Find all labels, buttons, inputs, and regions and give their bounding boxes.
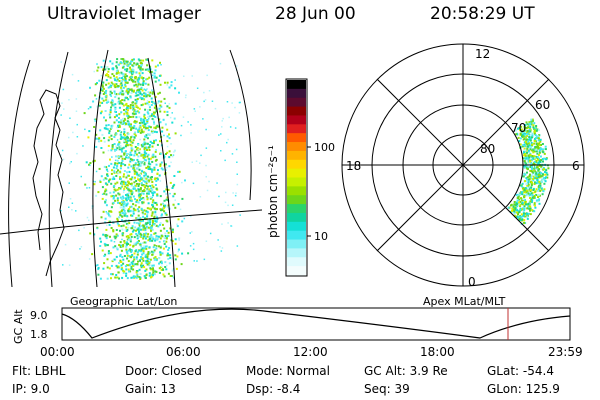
filter-info: Flt: LBHL — [12, 364, 66, 378]
colorbar-cell — [287, 186, 306, 196]
meridian-line — [48, 51, 69, 287]
timeline-ylabel: GC Alt — [12, 309, 25, 344]
door-info: Door: Closed — [125, 364, 202, 378]
parallel-line — [0, 209, 262, 235]
geographic-map-panel — [0, 49, 262, 287]
gain-info: Gain: 13 — [125, 382, 176, 396]
colorbar-cell — [287, 239, 306, 249]
uv-emission-geo — [60, 58, 241, 280]
timeline-xtick: 12:00 — [293, 345, 328, 359]
glat-info: GLat: -54.4 — [487, 364, 554, 378]
colorbar-cell — [287, 221, 306, 232]
colorbar-cell — [287, 80, 306, 90]
meridian-line — [8, 59, 31, 287]
geo-panel-label: Geographic Lat/Lon — [70, 295, 177, 308]
colorbar-cell — [287, 204, 306, 214]
coastline — [32, 89, 65, 277]
timeline-ytick: 1.8 — [30, 328, 48, 341]
dsp-info: Dsp: -8.4 — [246, 382, 301, 396]
colorbar-cell — [287, 115, 306, 125]
ip-info: IP: 9.0 — [12, 382, 50, 396]
colorbar-cell — [287, 177, 306, 187]
lat-label-70: 70 — [511, 121, 526, 135]
glon-info: GLon: 125.9 — [487, 382, 560, 396]
colorbar-cell — [287, 88, 306, 99]
instrument-title: Ultraviolet Imager — [47, 4, 201, 24]
lat-label-60: 60 — [535, 98, 550, 112]
colorbar-cell — [287, 266, 306, 276]
mlt-label-12: 12 — [475, 47, 490, 61]
colorbar-cell — [287, 142, 306, 152]
colorbar-cell — [287, 159, 306, 170]
meridian-line — [92, 49, 109, 287]
colorbar-cell — [287, 133, 306, 143]
polar-panel-label: Apex MLat/MLT — [423, 295, 506, 308]
colorbar-cell — [287, 106, 306, 116]
colorbar-cell — [287, 195, 306, 205]
colorbar-unit-label: photon cm⁻²s⁻¹ — [266, 145, 280, 238]
mlt-label-6: 6 — [572, 159, 580, 173]
observation-date: 28 Jun 00 — [275, 4, 356, 24]
colorbar-cell — [287, 168, 306, 178]
colorbar-cell — [287, 212, 306, 223]
auroral-oval-emission — [507, 118, 550, 225]
colorbar-cell — [287, 257, 306, 267]
timeline-xtick: 06:00 — [166, 345, 201, 359]
timeline-ytick: 9.0 — [30, 309, 48, 322]
colorbar-tick-label: 100 — [314, 141, 335, 154]
mlt-label-0: 0 — [468, 275, 476, 289]
mode-info: Mode: Normal — [246, 364, 330, 378]
colorbar-tick-label: 10 — [314, 230, 328, 243]
altitude-timeline: Geographic Lat/Lon Apex MLat/MLT GC Alt … — [12, 295, 583, 359]
seq-info: Seq: 39 — [364, 382, 410, 396]
lat-label-80: 80 — [480, 142, 495, 156]
polar-map-panel: 12 18 6 0 80 70 60 — [341, 43, 585, 289]
timeline-xtick: 00:00 — [40, 345, 75, 359]
colorbar-cell — [287, 248, 306, 258]
colorbar-cell — [287, 97, 306, 108]
gc-alt-info: GC Alt: 3.9 Re — [364, 364, 448, 378]
colorbar-cell — [287, 230, 306, 241]
mlt-label-18: 18 — [346, 159, 361, 173]
altitude-curve — [61, 308, 571, 339]
colorbar-cell — [287, 150, 306, 161]
meridian-line — [229, 49, 252, 201]
observation-time: 20:58:29 UT — [430, 4, 535, 24]
colorbar-cell — [287, 124, 306, 134]
meridian-line — [147, 57, 176, 287]
timeline-xtick: 18:00 — [420, 345, 455, 359]
colorbar: 100 10 photon cm⁻²s⁻¹ — [266, 78, 335, 277]
timeline-xtick: 23:59 — [548, 345, 583, 359]
